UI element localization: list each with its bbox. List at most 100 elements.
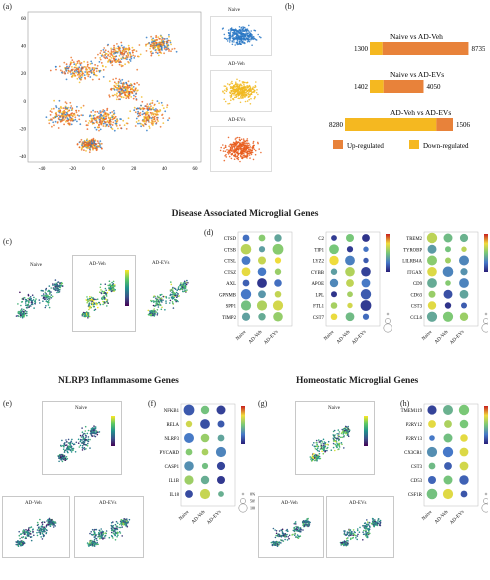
umap-point bbox=[111, 525, 113, 527]
tsne-point bbox=[129, 56, 132, 58]
umap-point bbox=[160, 297, 163, 300]
tsne-point bbox=[150, 50, 153, 53]
tsne-point bbox=[120, 57, 122, 60]
umap-point bbox=[367, 531, 369, 534]
umap-point bbox=[156, 295, 159, 298]
tsne-point bbox=[120, 82, 122, 84]
umap-point bbox=[20, 310, 22, 313]
tsne-point bbox=[89, 76, 92, 78]
inset-point bbox=[240, 84, 242, 86]
tsne-point bbox=[84, 77, 87, 80]
dotplot-group-label: Naive bbox=[235, 329, 248, 342]
dotplot-dot bbox=[257, 267, 267, 277]
inset-point bbox=[237, 87, 240, 89]
umap-point bbox=[54, 525, 56, 527]
tsne-point bbox=[62, 107, 65, 109]
tsne-point bbox=[63, 71, 66, 73]
umap-point bbox=[362, 533, 365, 536]
umap-point bbox=[79, 444, 82, 447]
tsne-point bbox=[112, 57, 115, 60]
dotplot-dot bbox=[444, 302, 452, 309]
inset-point bbox=[244, 26, 246, 29]
inset-point bbox=[236, 136, 239, 139]
tsne-point bbox=[149, 45, 152, 48]
tsne-point bbox=[88, 73, 90, 76]
tsne-point bbox=[73, 73, 76, 75]
umap-point bbox=[52, 283, 54, 285]
tsne-point bbox=[99, 57, 101, 59]
inset-point bbox=[238, 136, 241, 139]
umap-point bbox=[84, 425, 87, 428]
inset-naive: Naive bbox=[210, 8, 272, 56]
inset-point bbox=[237, 43, 240, 45]
tsne-point bbox=[121, 89, 124, 92]
bar-up bbox=[383, 80, 424, 93]
tsne-point bbox=[134, 111, 137, 114]
tsne-point bbox=[110, 126, 112, 128]
umap-point bbox=[40, 529, 42, 531]
umap-point bbox=[316, 445, 318, 448]
tsne-point bbox=[113, 117, 116, 120]
umap-g-adevs-label: AD-EVs bbox=[349, 501, 367, 506]
inset-point bbox=[241, 150, 243, 153]
umap-point bbox=[21, 540, 24, 542]
tsne-point bbox=[133, 83, 136, 85]
dotplot-dot bbox=[258, 290, 266, 299]
umap-point bbox=[24, 533, 26, 536]
inset-point bbox=[233, 88, 235, 91]
tsne-point bbox=[94, 139, 97, 142]
umap-point bbox=[84, 434, 87, 437]
umap-point bbox=[33, 296, 35, 299]
umap-point bbox=[324, 450, 326, 453]
umap-e-adveh-plot bbox=[15, 517, 57, 547]
tsne-point bbox=[67, 72, 69, 74]
umap-point bbox=[314, 459, 316, 462]
tsne-point bbox=[147, 114, 150, 116]
dotplot-gene-label: LYZ2 bbox=[313, 260, 325, 265]
tsne-point bbox=[102, 49, 105, 51]
tsne-point bbox=[87, 141, 90, 144]
umap-point bbox=[95, 528, 98, 531]
tsne-point bbox=[69, 107, 72, 109]
inset-point bbox=[252, 140, 255, 143]
umap-point bbox=[362, 539, 364, 541]
inset-point bbox=[247, 86, 250, 88]
tsne-point bbox=[129, 51, 131, 54]
dotplot-dot bbox=[428, 462, 436, 470]
tsne-point bbox=[163, 44, 166, 47]
umap-point bbox=[150, 299, 152, 302]
inset-point bbox=[236, 147, 239, 149]
inset-point bbox=[239, 36, 241, 38]
umap-point bbox=[104, 301, 106, 304]
tsne-point bbox=[108, 117, 111, 120]
tsne-point bbox=[153, 116, 155, 119]
tsne-point bbox=[132, 86, 135, 88]
umap-point bbox=[53, 283, 56, 285]
tsne-point bbox=[73, 70, 76, 73]
umap-point bbox=[29, 297, 31, 299]
umap-point bbox=[335, 441, 338, 443]
tsne-point bbox=[90, 117, 93, 120]
tsne-point bbox=[94, 111, 97, 113]
tsne-point bbox=[157, 49, 160, 51]
inset-point bbox=[219, 149, 222, 152]
umap-point bbox=[70, 449, 72, 451]
inset-point bbox=[236, 30, 239, 33]
umap-point bbox=[313, 452, 315, 455]
inset-point bbox=[254, 96, 256, 98]
umap-point bbox=[347, 435, 350, 438]
inset-point bbox=[241, 145, 243, 148]
umap-point bbox=[45, 529, 48, 531]
inset-point bbox=[257, 33, 259, 36]
tsne-point bbox=[131, 51, 134, 54]
tsne-point bbox=[156, 52, 159, 55]
inset-point bbox=[238, 26, 241, 28]
tsne-point bbox=[76, 143, 79, 146]
tsne-point bbox=[134, 95, 137, 98]
tsne-point bbox=[91, 62, 93, 65]
size-legend-circle bbox=[484, 312, 488, 316]
inset-point bbox=[246, 100, 249, 102]
dotplot-dot bbox=[217, 476, 225, 484]
umap-point bbox=[59, 286, 61, 289]
tsne-point bbox=[135, 50, 138, 53]
